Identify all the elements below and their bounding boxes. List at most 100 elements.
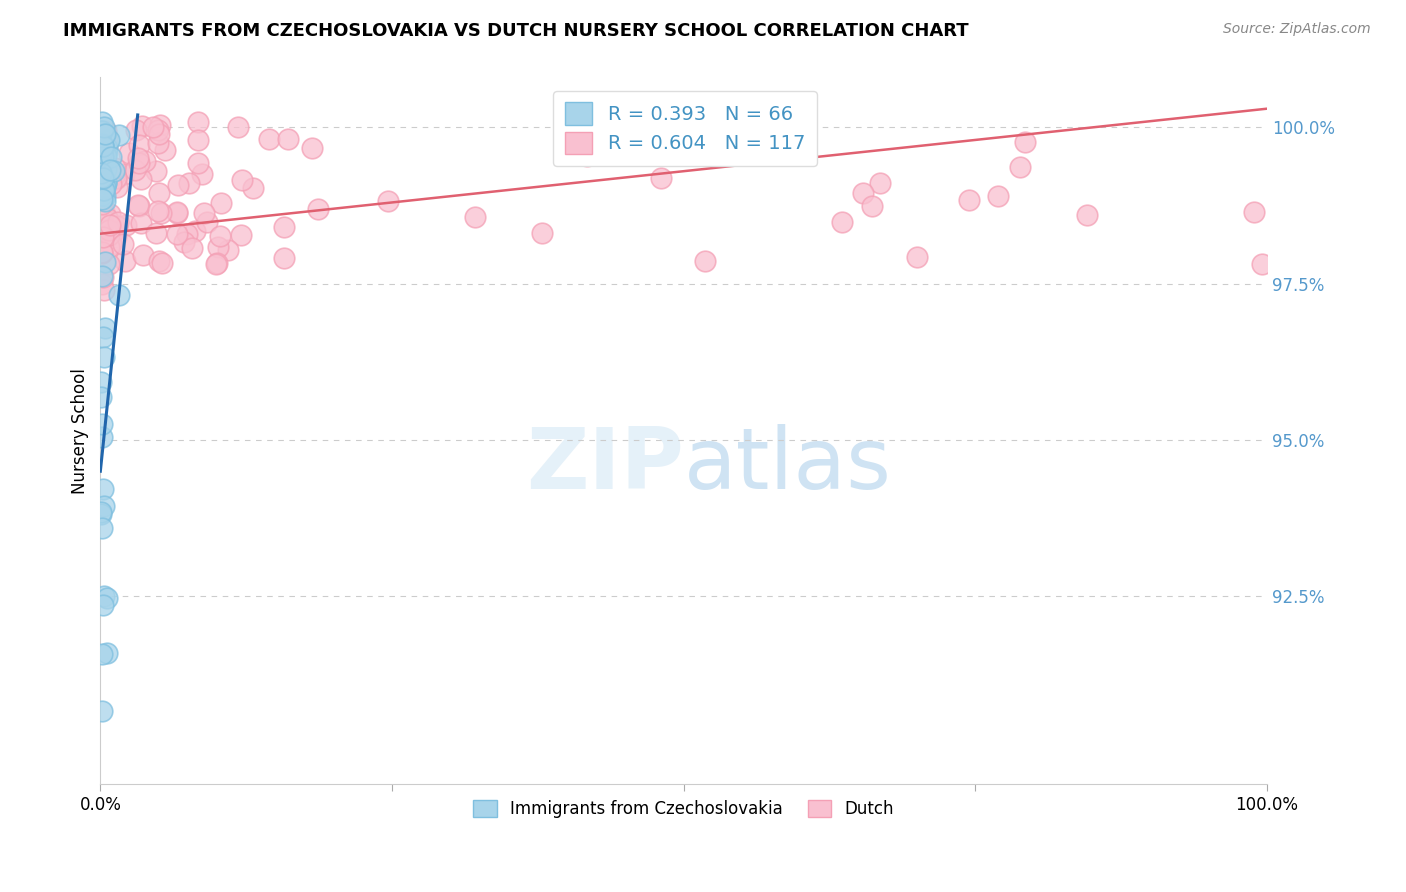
Y-axis label: Nursery School: Nursery School [72,368,89,493]
Point [103,164,125,178]
Point [94,155,117,169]
Point [96,140,118,154]
Point [207,240,229,254]
Point [129,216,152,230]
Point [90,521,112,535]
Point [96,223,118,237]
Point [91,169,114,184]
Point [229,227,252,242]
Point [226,120,249,135]
Point [187,115,209,129]
Point [957,193,980,207]
Point [96,141,118,155]
Point [97,257,120,271]
Point [301,141,323,155]
Point [146,204,169,219]
Point [94,127,117,141]
Point [90,376,112,390]
Point [641,124,664,138]
Point [93,329,115,343]
Point [96,646,118,660]
Point [91,139,114,153]
Point [96,130,118,145]
Legend: Immigrants from Czechoslovakia, Dutch: Immigrants from Czechoslovakia, Dutch [467,793,901,825]
Point [231,173,253,187]
Point [149,119,172,133]
Point [90,147,112,161]
Point [173,235,195,249]
Point [98,207,121,221]
Point [115,218,138,232]
Point [91,131,114,145]
Point [758,125,780,139]
Point [650,170,672,185]
Point [93,120,115,135]
Point [96,145,118,160]
Point [94,146,117,161]
Point [90,268,112,283]
Point [205,257,228,271]
Point [193,205,215,219]
Point [93,127,115,141]
Point [184,224,207,238]
Point [90,115,112,129]
Point [96,149,118,163]
Point [96,211,118,225]
Point [91,230,114,244]
Point [94,156,117,170]
Text: ZIP: ZIP [526,425,683,508]
Point [1243,205,1265,219]
Point [91,170,114,185]
Point [108,288,131,302]
Point [90,197,112,211]
Point [695,254,717,268]
Point [96,176,118,190]
Point [93,153,115,168]
Point [209,229,232,244]
Point [187,155,209,169]
Point [277,132,299,146]
Point [94,194,117,208]
Point [987,189,1010,203]
Point [90,277,112,291]
Point [90,210,112,224]
Point [91,270,114,285]
Point [114,254,136,268]
Point [96,591,118,606]
Point [90,505,112,519]
Point [98,133,121,147]
Point [148,186,170,200]
Point [166,205,188,219]
Point [187,133,209,147]
Point [586,126,609,140]
Point [94,188,117,202]
Point [105,219,128,233]
Point [91,187,114,202]
Point [273,252,295,266]
Point [90,166,112,180]
Point [90,148,112,162]
Point [91,170,114,185]
Point [176,227,198,242]
Point [181,241,204,255]
Point [93,283,115,297]
Point [93,151,115,165]
Point [1076,208,1098,222]
Point [1251,257,1274,271]
Text: Source: ZipAtlas.com: Source: ZipAtlas.com [1223,22,1371,37]
Point [91,192,114,206]
Point [94,175,117,189]
Point [125,123,148,137]
Point [127,198,149,212]
Point [150,205,173,219]
Point [91,186,114,200]
Point [128,199,150,213]
Point [150,255,173,269]
Point [96,124,118,138]
Point [104,161,127,175]
Point [90,156,112,170]
Point [90,390,112,404]
Point [905,251,928,265]
Point [93,204,115,219]
Point [242,181,264,195]
